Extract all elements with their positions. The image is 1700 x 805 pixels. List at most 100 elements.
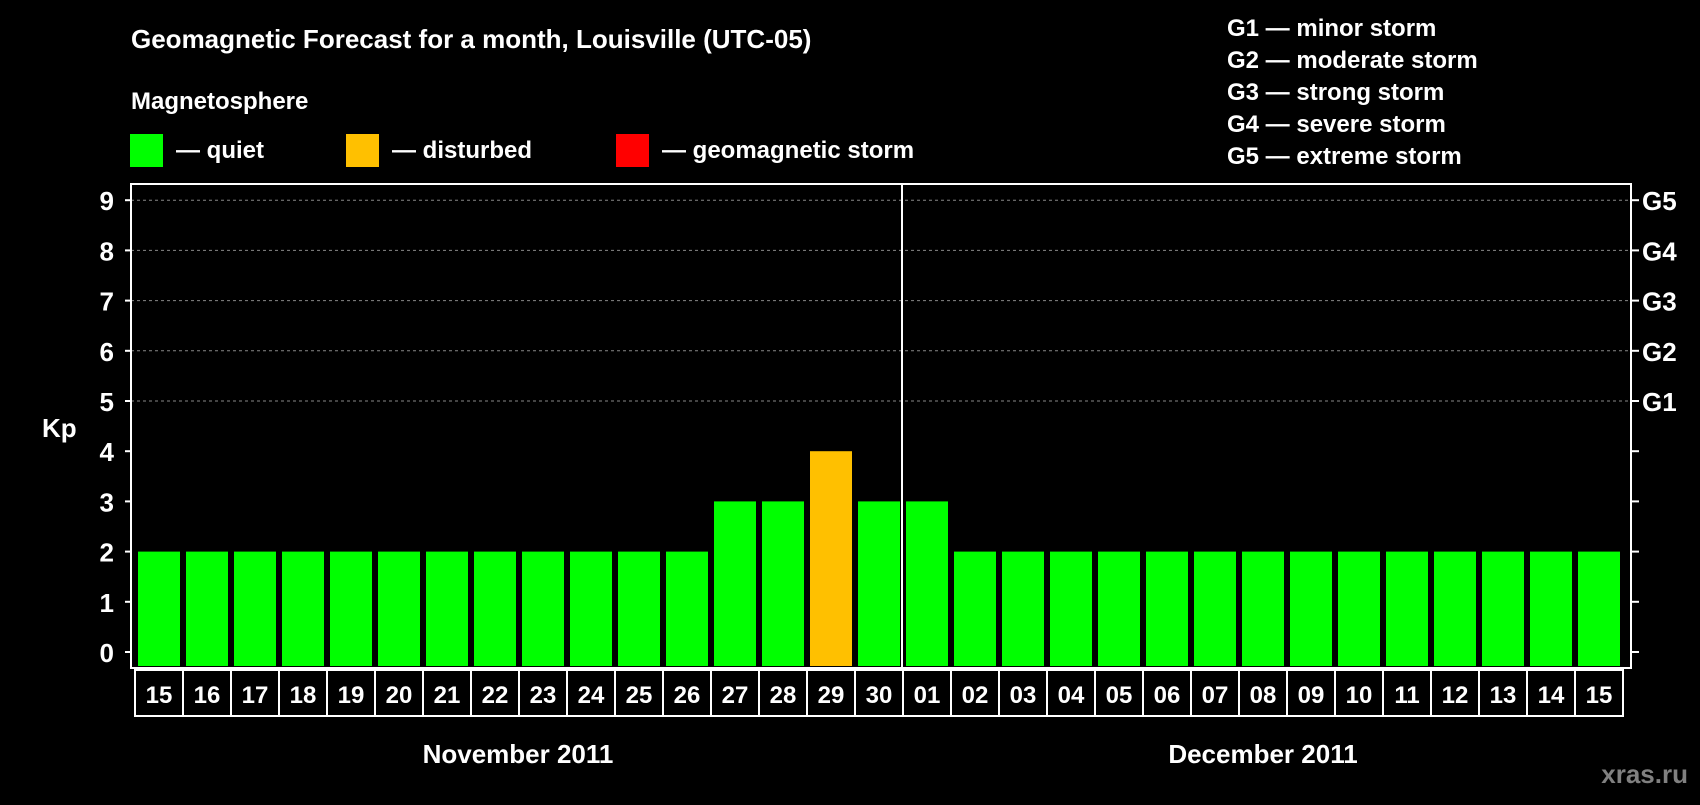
y-tick-label: 8 bbox=[100, 236, 114, 266]
bar-11 bbox=[1386, 551, 1428, 666]
g-level-label: G2 bbox=[1642, 337, 1677, 367]
bar-23 bbox=[522, 551, 564, 666]
y-tick-label: 2 bbox=[100, 538, 114, 568]
date-label: 02 bbox=[962, 682, 989, 709]
date-label: 07 bbox=[1202, 682, 1229, 709]
bar-27 bbox=[714, 501, 756, 666]
date-label: 16 bbox=[194, 682, 221, 709]
date-label: 19 bbox=[338, 682, 365, 709]
legend-swatch-2 bbox=[616, 134, 649, 167]
y-tick-label: 7 bbox=[100, 287, 114, 317]
storm-legend-item: G5 — extreme storm bbox=[1227, 143, 1462, 170]
y-tick-label: 1 bbox=[100, 588, 114, 618]
bar-15 bbox=[1578, 551, 1620, 666]
y-tick-label: 3 bbox=[100, 487, 114, 517]
date-label: 29 bbox=[818, 682, 845, 709]
month-label-december: December 2011 bbox=[1168, 739, 1357, 769]
date-label: 15 bbox=[146, 682, 173, 709]
bar-02 bbox=[954, 551, 996, 666]
legend-label-1: — disturbed bbox=[392, 137, 532, 164]
date-label: 27 bbox=[722, 682, 749, 709]
bar-26 bbox=[666, 551, 708, 666]
g-level-label: G1 bbox=[1642, 387, 1677, 417]
legend-label-0: — quiet bbox=[176, 137, 264, 164]
date-label: 03 bbox=[1010, 682, 1037, 709]
y-axis-label: Kp bbox=[42, 413, 77, 443]
bar-15 bbox=[138, 551, 180, 666]
date-label: 08 bbox=[1250, 682, 1277, 709]
bar-28 bbox=[762, 501, 804, 666]
date-label: 30 bbox=[866, 682, 893, 709]
bar-07 bbox=[1194, 551, 1236, 666]
watermark: xras.ru bbox=[1601, 759, 1688, 789]
y-tick-label: 5 bbox=[100, 387, 114, 417]
legend-swatch-1 bbox=[346, 134, 379, 167]
y-tick-label: 6 bbox=[100, 337, 114, 367]
bar-16 bbox=[186, 551, 228, 666]
bar-09 bbox=[1290, 551, 1332, 666]
date-label: 04 bbox=[1058, 682, 1085, 709]
bar-13 bbox=[1482, 551, 1524, 666]
date-label: 06 bbox=[1154, 682, 1181, 709]
date-label: 28 bbox=[770, 682, 797, 709]
bar-21 bbox=[426, 551, 468, 666]
month-label-november: November 2011 bbox=[423, 739, 614, 769]
storm-legend-item: G1 — minor storm bbox=[1227, 15, 1436, 42]
date-label: 11 bbox=[1394, 682, 1419, 709]
bar-30 bbox=[858, 501, 900, 666]
date-label: 09 bbox=[1298, 682, 1325, 709]
bar-22 bbox=[474, 551, 516, 666]
bar-01 bbox=[906, 501, 948, 666]
date-label: 13 bbox=[1490, 682, 1517, 709]
bar-03 bbox=[1002, 551, 1044, 666]
g-level-label: G4 bbox=[1642, 236, 1677, 266]
legend: — quiet — disturbed — geomagnetic storm bbox=[130, 134, 914, 167]
bar-08 bbox=[1242, 551, 1284, 666]
date-label: 01 bbox=[914, 682, 941, 709]
bar-18 bbox=[282, 551, 324, 666]
bar-10 bbox=[1338, 551, 1380, 666]
bar-14 bbox=[1530, 551, 1572, 666]
date-label: 18 bbox=[290, 682, 317, 709]
bar-20 bbox=[378, 551, 420, 666]
date-label: 24 bbox=[578, 682, 605, 709]
storm-legend-item: G3 — strong storm bbox=[1227, 79, 1444, 106]
date-label: 10 bbox=[1346, 682, 1373, 709]
storm-legend-item: G2 — moderate storm bbox=[1227, 47, 1478, 74]
plot-frame bbox=[130, 183, 1632, 669]
date-label: 21 bbox=[434, 682, 461, 709]
bar-17 bbox=[234, 551, 276, 666]
storm-legend-item: G4 — severe storm bbox=[1227, 111, 1446, 138]
g-level-label: G5 bbox=[1642, 186, 1677, 216]
bar-12 bbox=[1434, 551, 1476, 666]
date-label: 17 bbox=[242, 682, 269, 709]
y-tick-label: 4 bbox=[100, 437, 115, 467]
y-tick-label: 0 bbox=[100, 638, 114, 668]
chart-title: Geomagnetic Forecast for a month, Louisv… bbox=[131, 24, 811, 54]
bar-24 bbox=[570, 551, 612, 666]
date-label: 05 bbox=[1106, 682, 1133, 709]
bar-19 bbox=[330, 551, 372, 666]
legend-label-2: — geomagnetic storm bbox=[662, 137, 914, 164]
storm-legend: G1 — minor storm G2 — moderate storm G3 — … bbox=[1227, 15, 1478, 170]
date-label: 15 bbox=[1586, 682, 1613, 709]
date-label: 25 bbox=[626, 682, 653, 709]
date-row bbox=[134, 669, 1624, 717]
legend-title: Magnetosphere bbox=[131, 88, 308, 115]
date-label: 26 bbox=[674, 682, 701, 709]
g-level-label: G3 bbox=[1642, 287, 1677, 317]
date-label: 22 bbox=[482, 682, 509, 709]
date-label: 20 bbox=[386, 682, 413, 709]
bar-25 bbox=[618, 551, 660, 666]
date-label: 14 bbox=[1538, 682, 1565, 709]
bar-04 bbox=[1050, 551, 1092, 666]
y-tick-label: 9 bbox=[100, 186, 114, 216]
bar-29 bbox=[810, 451, 852, 666]
bar-05 bbox=[1098, 551, 1140, 666]
date-label: 12 bbox=[1442, 682, 1469, 709]
bar-06 bbox=[1146, 551, 1188, 666]
legend-swatch-0 bbox=[130, 134, 163, 167]
date-label: 23 bbox=[530, 682, 557, 709]
